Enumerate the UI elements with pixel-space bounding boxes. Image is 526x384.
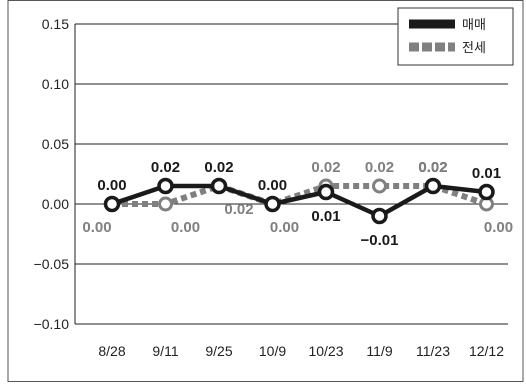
data-label-매매: −0.01 (361, 232, 399, 249)
series-markers (103, 177, 495, 225)
x-tick-label: 12/12 (469, 343, 504, 359)
data-label-전세: 0.00 (484, 219, 513, 236)
series-line-전세 (112, 182, 488, 208)
data-label-매매: 0.01 (311, 208, 340, 225)
marker-매매 (424, 177, 442, 195)
data-label-매매: 0.02 (204, 159, 233, 176)
y-tick-label: 0.15 (42, 16, 69, 32)
marker-전세 (372, 178, 387, 194)
marker-매매 (317, 183, 335, 201)
data-label-매매: 0.01 (472, 165, 501, 182)
x-tick-label: 8/28 (98, 343, 125, 359)
marker-매매 (103, 195, 121, 213)
data-label-매매: 0.02 (418, 159, 447, 176)
marker-매매 (157, 177, 174, 195)
y-tick-label: 0.05 (42, 136, 69, 152)
data-label-전세: 0.02 (311, 159, 340, 176)
x-tick-label: 10/23 (308, 343, 343, 359)
data-label-전세: 0.02 (224, 201, 253, 218)
y-axis-tick-labels: 0.15 0.10 0.05 0.00 −0.05 −0.10 (34, 16, 70, 332)
data-label-전세: 0.02 (418, 159, 447, 176)
data-label-매매: 0.02 (151, 159, 180, 176)
series-lines (111, 182, 488, 219)
x-tick-label: 11/9 (366, 343, 392, 359)
data-label-전세: 0.00 (82, 219, 111, 236)
y-tick-label: −0.10 (34, 316, 70, 332)
marker-매매 (371, 207, 388, 225)
marker-매매 (264, 195, 281, 213)
x-tick-label: 9/25 (205, 343, 232, 359)
legend-label-전세: 전세 (462, 40, 486, 55)
x-axis-tick-labels: 8/28 9/11 9/25 10/9 10/23 11/9 11/23 12/12 (98, 343, 504, 359)
x-tick-label: 11/23 (416, 343, 450, 359)
data-label-전세: 0.00 (270, 219, 299, 236)
data-labels: 0.00 0.02 0.02 0.00 0.01 −0.01 0.02 0.01 0.00 0.0… (82, 159, 513, 249)
legend: 매매 전세 (397, 7, 514, 66)
marker-전세 (158, 196, 173, 212)
marker-매매 (210, 177, 228, 195)
x-tick-label: 9/11 (152, 343, 178, 359)
legend-box (397, 7, 514, 66)
legend-label-매매: 매매 (462, 17, 486, 32)
y-tick-label: −0.05 (34, 256, 70, 272)
y-tick-label: 0.00 (42, 196, 69, 212)
data-label-전세: 0.02 (365, 159, 394, 176)
y-tick-label: 0.10 (42, 76, 69, 92)
data-label-전세: 0.00 (171, 219, 200, 236)
data-label-매매: 0.00 (97, 177, 126, 194)
chart-border (7, 0, 524, 382)
series-line-매매 (111, 183, 487, 219)
x-tick-label: 10/9 (259, 343, 286, 359)
data-label-매매: 0.00 (258, 177, 287, 194)
marker-매매 (478, 183, 495, 201)
